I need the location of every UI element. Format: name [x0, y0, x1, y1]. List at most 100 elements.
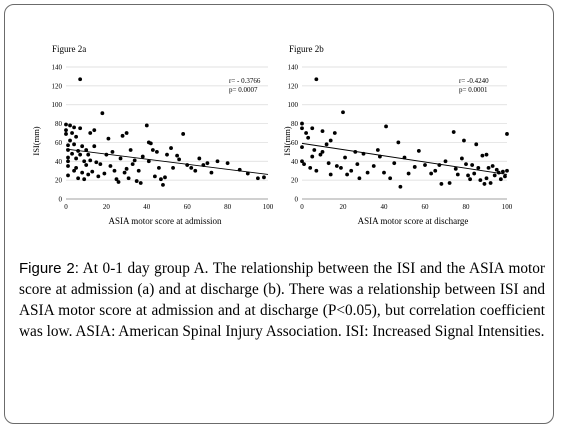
data-point: [177, 157, 182, 162]
data-point: [306, 135, 311, 140]
data-point: [78, 126, 83, 131]
data-point: [314, 168, 319, 173]
data-point: [443, 159, 448, 164]
data-point: [433, 168, 438, 173]
data-point: [150, 148, 155, 152]
data-point: [171, 165, 175, 170]
data-point: [201, 163, 206, 167]
plot-area: 0 20 40 60 80 100 120 140 0 20 40 60 80 100: [288, 64, 513, 212]
data-point: [398, 184, 403, 189]
data-point: [100, 111, 105, 116]
x-tick-label: 100: [502, 203, 513, 211]
x-axis-label: ASIA motor score at discharge: [358, 216, 469, 226]
data-point: [175, 153, 180, 158]
data-point: [78, 77, 83, 82]
data-point: [98, 162, 103, 167]
data-point: [496, 170, 501, 175]
data-point: [437, 163, 442, 167]
data-point: [505, 168, 509, 173]
chart-title: Figure 2b: [289, 44, 324, 54]
data-point: [205, 161, 210, 166]
data-point: [68, 123, 72, 128]
data-point: [262, 175, 266, 180]
data-point: [478, 178, 483, 183]
data-point: [300, 159, 304, 164]
chart-title: Figure 2a: [52, 44, 86, 54]
data-point: [339, 165, 343, 170]
x-tick-label: 40: [143, 203, 151, 211]
data-point: [492, 173, 497, 178]
data-point: [163, 175, 167, 180]
data-point: [480, 153, 485, 158]
data-point: [86, 152, 91, 157]
data-point: [70, 151, 74, 156]
data-point: [66, 143, 70, 148]
data-point: [455, 172, 460, 177]
data-point: [498, 177, 503, 182]
data-point: [80, 170, 85, 175]
data-point: [64, 132, 68, 136]
data-point: [314, 77, 319, 82]
data-point: [384, 124, 388, 129]
data-point: [90, 169, 95, 174]
x-tick-label: 80: [224, 203, 232, 211]
data-point: [155, 149, 159, 154]
data-point: [225, 161, 230, 166]
data-point: [343, 155, 347, 160]
figure-frame: Figure 2a ISI(mm) ASIA motor score at ad…: [4, 4, 554, 424]
data-point: [126, 176, 131, 181]
data-point: [134, 179, 139, 183]
data-point: [152, 174, 157, 179]
data-point: [76, 149, 81, 153]
x-tick-label: 0: [300, 203, 304, 211]
data-point: [332, 131, 337, 135]
data-point: [72, 142, 76, 147]
data-point: [82, 177, 87, 182]
data-point: [140, 154, 145, 159]
data-point: [490, 164, 495, 168]
data-point: [353, 149, 358, 154]
data-point: [124, 166, 129, 171]
data-point: [447, 181, 452, 185]
x-tick-label: 0: [64, 203, 68, 211]
data-point: [503, 174, 507, 179]
data-point: [104, 152, 109, 157]
scatter-chart-a: Figure 2a ISI(mm) ASIA motor score at ad…: [31, 44, 274, 226]
data-point: [185, 163, 190, 167]
y-tick-label: 20: [55, 177, 63, 185]
data-point: [70, 131, 74, 135]
data-point: [494, 167, 499, 172]
data-point: [165, 152, 169, 157]
r-value-text: r= - 0.3766: [229, 77, 261, 85]
data-point: [130, 162, 135, 167]
data-point: [112, 168, 117, 173]
y-tick-label: 100: [52, 101, 63, 109]
x-tick-label: 20: [103, 203, 111, 211]
data-point: [392, 161, 397, 166]
data-point: [484, 152, 489, 157]
data-point: [88, 158, 93, 163]
data-point: [64, 122, 68, 127]
y-tick-label: 0: [295, 196, 299, 204]
y-tick-label: 40: [55, 158, 63, 166]
data-point: [310, 154, 315, 159]
data-point: [148, 141, 153, 146]
data-point: [120, 133, 125, 138]
data-point: [334, 164, 339, 168]
data-point: [462, 138, 466, 143]
data-point: [159, 177, 163, 182]
data-point: [423, 163, 427, 167]
data-point: [169, 146, 173, 150]
r-value-text: r= -0.4240: [459, 77, 489, 85]
scatter-chart-b: Figure 2b ISI(mm) ASIA motor score at di…: [282, 44, 513, 226]
data-point: [66, 155, 70, 160]
data-point: [451, 130, 456, 134]
data-point: [118, 156, 123, 161]
x-tick-label: 100: [263, 203, 274, 211]
data-point: [406, 171, 411, 176]
data-point: [80, 144, 85, 149]
data-point: [484, 176, 489, 181]
data-point: [365, 170, 370, 175]
data-point: [341, 110, 345, 115]
data-point: [193, 168, 198, 173]
